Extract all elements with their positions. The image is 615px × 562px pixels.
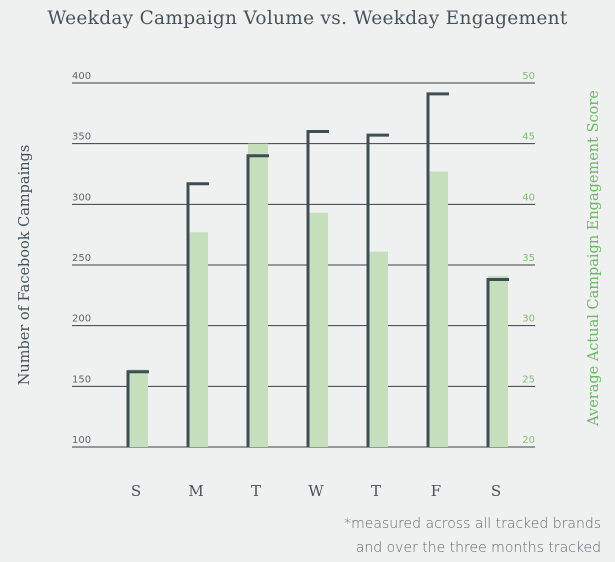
right-tick-label: 30 [522, 314, 535, 325]
right-tick-label: 35 [522, 253, 535, 264]
campaign-bracket [126, 370, 149, 447]
left-axis-ticks: 100 150 200 250 300 350 400 [72, 71, 91, 446]
right-tick-label: 40 [522, 192, 535, 203]
category-label: M [188, 482, 203, 500]
campaign-bracket [246, 154, 269, 447]
right-tick-label: 25 [522, 374, 535, 385]
category-label: T [371, 482, 381, 500]
right-axis-label: Average Actual Campaign Engagement Score [586, 90, 602, 427]
campaign-brackets [126, 92, 509, 447]
engagement-bar [128, 369, 148, 447]
category-label: S [131, 482, 141, 500]
category-label: S [491, 482, 501, 500]
left-tick-label: 250 [72, 253, 91, 264]
category-label: F [431, 482, 441, 500]
left-tick-label: 150 [72, 374, 91, 385]
engagement-bar [368, 251, 388, 447]
chart-title: Weekday Campaign Volume vs. Weekday Enga… [47, 8, 568, 29]
right-tick-label: 50 [522, 71, 535, 82]
category-label: W [308, 482, 324, 500]
right-axis-ticks: 20 25 30 35 40 45 50 [522, 71, 535, 446]
footnote-line-2: and over the three months tracked [355, 540, 601, 556]
engagement-bar [488, 275, 508, 447]
engagement-bars [128, 143, 508, 447]
campaign-bracket [306, 130, 329, 447]
engagement-bar [428, 171, 448, 447]
category-label: T [251, 482, 261, 500]
campaign-bracket [426, 92, 449, 447]
footnote-line-1: *measured across all tracked brands [344, 516, 601, 532]
left-tick-label: 100 [72, 435, 91, 446]
left-tick-label: 200 [72, 314, 91, 325]
left-tick-label: 400 [72, 71, 91, 82]
gridlines [72, 82, 535, 448]
campaign-bracket [366, 133, 389, 447]
campaign-bracket [486, 278, 509, 447]
engagement-bar [248, 143, 268, 447]
engagement-bar [308, 212, 328, 447]
right-tick-label: 45 [522, 132, 535, 143]
right-tick-label: 20 [522, 435, 535, 446]
campaign-bracket [186, 182, 209, 447]
left-tick-label: 350 [72, 132, 91, 143]
left-tick-label: 300 [72, 192, 91, 203]
engagement-bar [188, 232, 208, 447]
left-axis-label: Number of Facebook Campaings [17, 145, 33, 386]
